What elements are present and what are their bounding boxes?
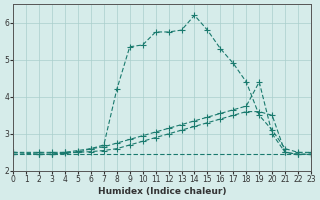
X-axis label: Humidex (Indice chaleur): Humidex (Indice chaleur) [98,187,226,196]
